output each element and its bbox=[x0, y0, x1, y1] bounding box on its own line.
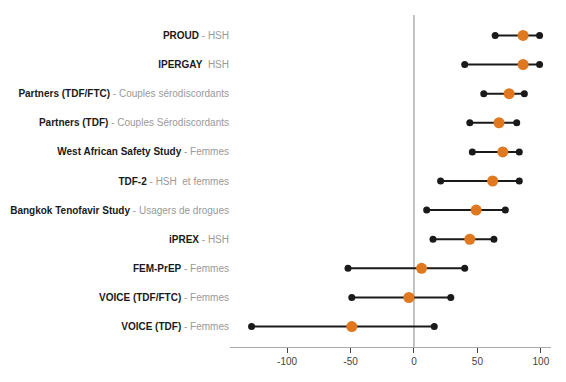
svg-text:FEM-PrEP - Femmes: FEM-PrEP - Femmes bbox=[133, 263, 229, 274]
svg-text:PROUD - HSH: PROUD - HSH bbox=[163, 30, 229, 41]
svg-text:-100: -100 bbox=[277, 356, 297, 367]
svg-text:TDF-2 - HSH et femmes: TDF-2 - HSH et femmes bbox=[118, 176, 229, 187]
svg-text:0: 0 bbox=[411, 356, 417, 367]
svg-text:IPERGAY HSH: IPERGAY HSH bbox=[158, 59, 229, 70]
svg-text:VOICE (TDF) - Femmes: VOICE (TDF) - Femmes bbox=[121, 321, 229, 332]
svg-text:50: 50 bbox=[472, 356, 484, 367]
svg-text:-50: -50 bbox=[343, 356, 358, 367]
svg-text:iPREX - HSH: iPREX - HSH bbox=[169, 234, 229, 245]
svg-text:Partners (TDF/FTC) - Couples s: Partners (TDF/FTC) - Couples sérodiscord… bbox=[18, 88, 229, 99]
svg-text:Partners (TDF) - Couples Sérod: Partners (TDF) - Couples Sérodiscordants bbox=[39, 117, 229, 128]
svg-text:Bangkok Tenofavir Study - Usag: Bangkok Tenofavir Study - Usagers de dro… bbox=[10, 205, 229, 216]
svg-text:100: 100 bbox=[533, 356, 550, 367]
svg-text:West African Safety Study - Fe: West African Safety Study - Femmes bbox=[57, 146, 229, 157]
svg-text:VOICE (TDF/FTC) - Femmes: VOICE (TDF/FTC) - Femmes bbox=[99, 292, 229, 303]
